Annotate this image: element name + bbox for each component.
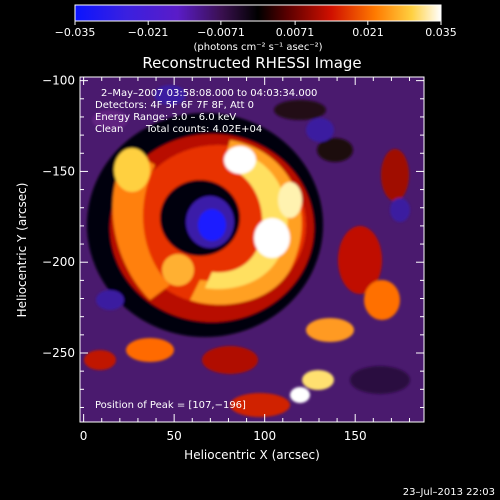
colorbar-tick-label: −0.0071 (197, 26, 245, 39)
x-axis-label: Heliocentric X (arcsec) (184, 448, 320, 462)
colorbar-tick-label: −0.021 (128, 26, 169, 39)
colorbar-tick-label: 0.0071 (276, 26, 315, 39)
y-tick-label: −100 (42, 74, 75, 88)
plot-frame (79, 76, 425, 423)
x-tick-label: 50 (167, 429, 182, 443)
annotation-energy-range: Energy Range: 3.0 – 6.0 keV (95, 112, 236, 123)
x-axis-ticks: 0 50 100 150 (80, 77, 411, 443)
y-tick-label: −200 (42, 255, 75, 269)
chart-title: Reconstructed RHESSI Image (142, 54, 361, 72)
colorbar (74, 4, 442, 22)
annotation-total-counts: Total counts: 4.02E+04 (145, 124, 262, 135)
y-tick-label: −250 (42, 346, 75, 360)
annotation-time-range: 2–May–2007 03:58:08.000 to 04:03:34.000 (101, 88, 317, 99)
x-tick-label: 150 (344, 429, 367, 443)
colorbar-tick-label: 0.021 (352, 26, 384, 39)
y-tick-label: −150 (42, 164, 75, 178)
x-tick-label: 0 (80, 429, 88, 443)
annotation-clean: Clean (95, 124, 123, 135)
x-tick-label: 100 (253, 429, 276, 443)
colorbar-tick-label: 0.035 (425, 26, 457, 39)
plot-annotations: 2–May–2007 03:58:08.000 to 04:03:34.000 … (95, 88, 317, 411)
annotation-detectors: Detectors: 4F 5F 6F 7F 8F, Att 0 (95, 100, 254, 111)
colorbar-tick-labels: −0.035 −0.021 −0.0071 0.0071 0.021 0.035 (55, 26, 457, 39)
colorbar-tick-label: −0.035 (55, 26, 96, 39)
heatmap-image (80, 77, 424, 422)
y-axis-label: Heliocentric Y (arcsec) (15, 183, 29, 318)
annotation-peak-position: Position of Peak = [107,−196] (95, 400, 246, 411)
colorbar-ticks (74, 21, 442, 25)
footer-timestamp: 23–Jul–2013 22:03 (403, 487, 495, 498)
colorbar-unit-label: (photons cm⁻² s⁻¹ asec⁻²) (193, 42, 322, 53)
y-axis-ticks: −100 −150 −200 −250 (42, 74, 424, 408)
